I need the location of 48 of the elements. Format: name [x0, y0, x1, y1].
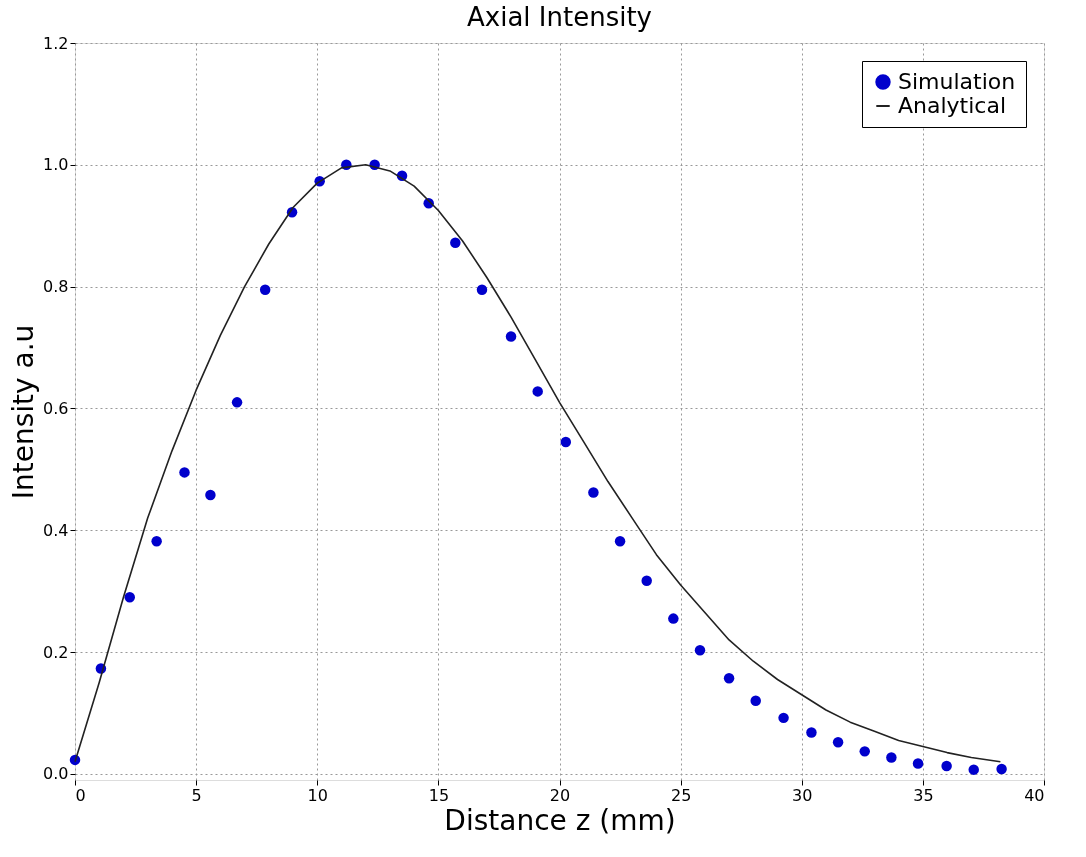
- x-tick-label: 10: [307, 785, 328, 805]
- point: [505, 331, 517, 342]
- point: [532, 386, 543, 397]
- x-tick-label: 5: [191, 785, 202, 805]
- y-axis-title: Intensity a.u: [7, 324, 41, 500]
- point: [588, 487, 599, 498]
- x-axis-title: Distance z (mm): [444, 803, 676, 837]
- point: [231, 397, 243, 408]
- point: [179, 467, 190, 478]
- point: [778, 712, 789, 724]
- point: [668, 613, 679, 624]
- point: [560, 436, 572, 448]
- point: [968, 764, 979, 775]
- y-tick-label: 1.2: [43, 33, 69, 53]
- x-tick-label: 15: [428, 785, 450, 805]
- x-tick-label: 0: [75, 785, 86, 805]
- chart-title: Axial Intensity: [467, 2, 652, 32]
- point: [476, 284, 488, 295]
- y-tick-label: 0.0: [43, 764, 69, 784]
- point: [694, 645, 706, 656]
- y-tick-label: 1.0: [43, 155, 69, 175]
- x-tick-label: 20: [549, 785, 571, 805]
- y-tick-label: 0.2: [43, 642, 69, 662]
- point: [124, 592, 135, 603]
- point: [886, 752, 897, 763]
- point: [614, 536, 626, 547]
- x-tick-label: 30: [792, 785, 813, 805]
- x-tick-label: 40: [1024, 785, 1045, 805]
- point: [750, 695, 761, 707]
- point: [723, 673, 735, 684]
- point: [859, 746, 870, 757]
- y-tick-label: 0.4: [43, 520, 69, 540]
- legend-label: Simulation: [898, 69, 1016, 94]
- y-tick-label: 0.8: [43, 277, 69, 297]
- point: [151, 536, 162, 547]
- point: [259, 284, 271, 295]
- point: [996, 763, 1007, 775]
- y-tick-label: 0.6: [43, 398, 69, 418]
- point: [912, 758, 924, 769]
- x-tick-label: 35: [913, 785, 934, 805]
- point: [832, 737, 844, 748]
- point: [641, 575, 652, 587]
- x-tick-label: 25: [670, 785, 692, 805]
- legend-label: Analytical: [898, 93, 1007, 118]
- point: [450, 237, 461, 249]
- point: [806, 727, 817, 738]
- point: [941, 760, 952, 772]
- point: [205, 489, 216, 501]
